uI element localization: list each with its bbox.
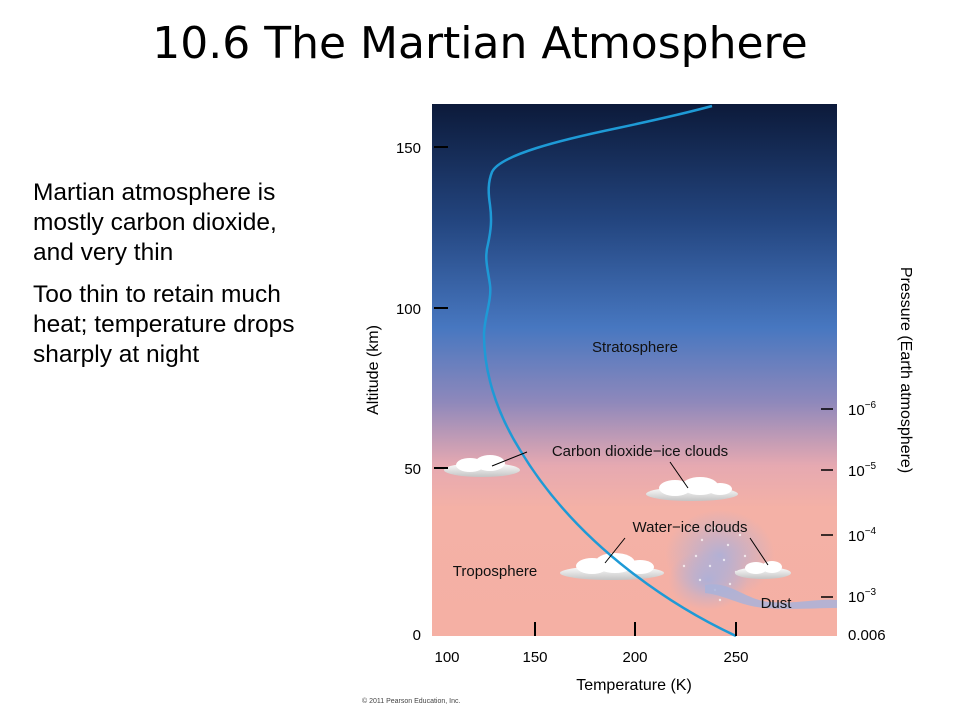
slide-title: 10.6 The Martian Atmosphere — [152, 18, 808, 69]
altitude-axis-label: Altitude (km) — [365, 325, 382, 415]
water-cloud-right — [735, 561, 791, 579]
water-clouds-label: Water−ice clouds — [633, 519, 748, 536]
dust-band — [705, 584, 837, 609]
altitude-tick-label: 0 — [413, 627, 421, 644]
leader-lines — [491, 451, 769, 566]
temperature-tick-label: 100 — [434, 649, 459, 666]
pressure-tick-label: 10−4 — [848, 526, 877, 545]
pressure-axis-label: Pressure (Earth atmosphere) — [897, 267, 914, 473]
bullet-item: Martian atmosphere is mostly carbon diox… — [33, 179, 277, 266]
temperature-axis-label: Temperature (K) — [576, 677, 692, 694]
troposphere-label: Troposphere — [453, 563, 538, 580]
pressure-tick-label: 0.006 — [848, 627, 886, 644]
pressure-tick-label: 10−6 — [848, 400, 877, 419]
co2-clouds-label: Carbon dioxide−ice clouds — [552, 443, 728, 460]
bullet-item: Too thin to retain much heat; temperatur… — [33, 281, 295, 368]
temperature-tick-labels: 100 150 200 250 — [434, 649, 748, 666]
co2-cloud-left — [444, 455, 520, 477]
atmosphere-background — [432, 104, 837, 636]
altitude-tick-marks — [434, 146, 448, 469]
temperature-profile-curve — [482, 104, 737, 638]
pressure-tick-labels: 0.006 10−3 10−4 10−5 10−6 — [848, 400, 886, 644]
pressure-tick-label: 10−3 — [848, 587, 877, 606]
bullet-list: Martian atmosphere is mostly carbon diox… — [33, 178, 308, 382]
temperature-tick-label: 200 — [622, 649, 647, 666]
dust-label: Dust — [761, 595, 793, 612]
copyright-credit: © 2011 Pearson Education, Inc. — [362, 698, 461, 705]
altitude-tick-labels: 0 50 100 150 — [396, 140, 421, 644]
altitude-tick-label: 100 — [396, 301, 421, 318]
stratosphere-label: Stratosphere — [592, 339, 678, 356]
pressure-tick-label: 10−5 — [848, 461, 877, 480]
altitude-tick-label: 50 — [404, 461, 421, 478]
temperature-tick-label: 150 — [522, 649, 547, 666]
altitude-tick-label: 150 — [396, 140, 421, 157]
pressure-tick-marks — [821, 408, 833, 598]
temperature-tick-label: 250 — [723, 649, 748, 666]
temperature-tick-marks — [534, 622, 737, 636]
co2-cloud-right — [646, 477, 738, 501]
